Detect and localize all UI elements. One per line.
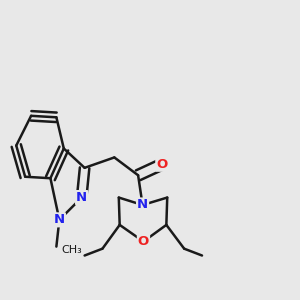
Text: O: O: [138, 235, 149, 248]
Text: N: N: [137, 199, 148, 212]
Text: N: N: [76, 191, 87, 204]
Text: CH₃: CH₃: [62, 244, 82, 255]
Text: N: N: [54, 213, 65, 226]
Text: O: O: [156, 158, 167, 171]
